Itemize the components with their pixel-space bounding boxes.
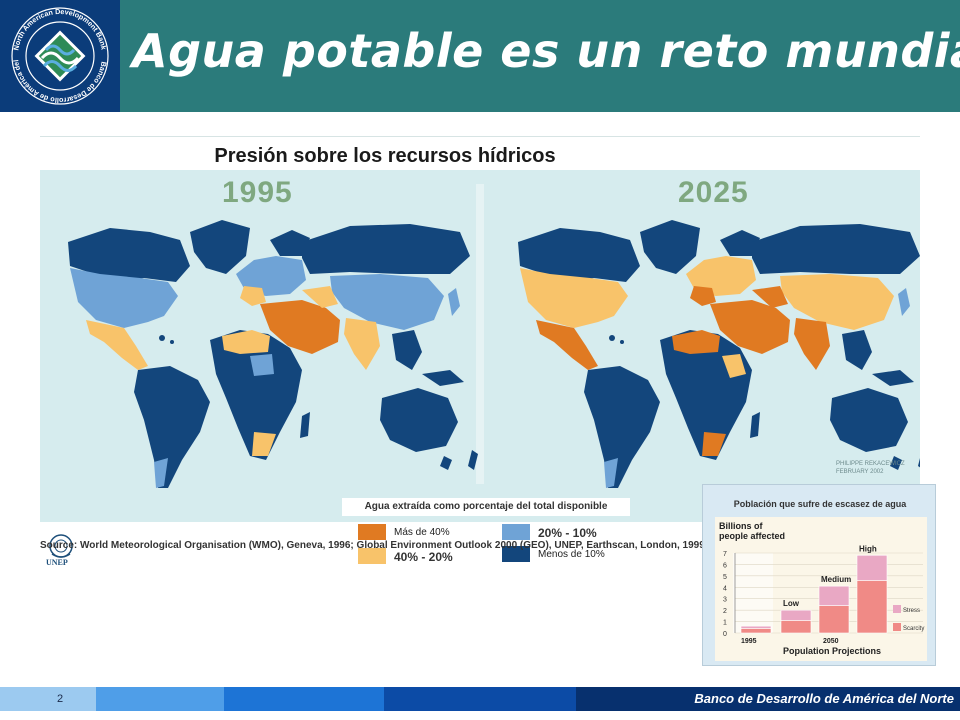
credit-name: PHILIPPE REKACEWICZ [836,461,905,467]
bar-scenario-label: High [859,544,877,553]
nadbank-logo: North American Development Bank Banco de… [0,0,120,112]
y-tick-label: 7 [723,551,727,558]
bar-stress [740,625,772,629]
footer-segment [96,687,224,711]
figure-title: Presión sobre los recursos hídricos [214,145,556,167]
x-label-year: 1995 [741,638,757,645]
bar-stress [780,609,812,621]
y-tick-label: 2 [723,608,727,615]
footer-segment [384,687,576,711]
footer-segment [0,687,96,711]
inset-title: Población que sufre de escasez de agua [733,499,907,509]
x-label-year: 2050 [823,638,839,645]
y-tick-label: 4 [723,585,727,592]
year-label-1995: 1995 [222,176,293,209]
source-citation: Source: World Meteorological Organisatio… [40,540,708,551]
organization-name: Banco de Desarrollo de América del Norte [694,691,954,706]
legend-label: 40% - 20% [394,550,453,564]
legend-swatch-yellow [358,548,386,564]
footer-bar: 2 Banco de Desarrollo de América del Nor… [0,687,960,711]
nadbank-logo-icon: North American Development Bank Banco de… [0,0,109,105]
legend-swatch-orange [358,524,386,540]
year-label-2025: 2025 [678,176,749,209]
legend-swatch-dark-blue [502,546,530,562]
bar-scarcity [818,605,850,634]
year-band [733,553,773,633]
y-tick-label: 0 [723,631,727,638]
legend-caption: Agua extraída como porcentaje del total … [342,498,630,516]
bar-scarcity [740,628,772,634]
map-divider [476,184,484,484]
page-title: Agua potable es un reto mundial [132,24,960,78]
y-tick-label: 6 [723,562,727,569]
figure-title-bar: Presión sobre los recursos hídricos [40,136,920,170]
unep-label: UNEP [46,558,68,567]
y-axis-label: people affected [719,531,785,541]
map-2025 [518,220,920,488]
legend-label: 20% - 10% [538,526,597,540]
legend-swatch [893,605,901,613]
y-tick-label: 1 [723,620,727,627]
cartographer-credit: PHILIPPE REKACEWICZ FEBRUARY 2002 [836,460,905,476]
header-banner: North American Development Bank Banco de… [0,0,960,112]
legend-label: Menos de 10% [534,546,609,564]
bar-stress [818,585,850,606]
bar-scarcity [856,580,888,634]
bar-stress [856,554,888,581]
legend-label: Stress [903,608,920,614]
page-number: 2 [56,693,64,705]
map-panel: 1995 2025 PHILIPPE REKACEWICZ FEBRUARY 2… [40,170,920,567]
bar-scenario-label: Low [783,599,800,608]
legend-label: Scarcity [903,626,924,632]
legend-swatch-light-blue [502,524,530,540]
population-chart-inset: Población que sufre de escasez de agua B… [702,484,936,666]
legend-swatch [893,623,901,631]
x-axis-label: Population Projections [783,646,881,656]
credit-date: FEBRUARY 2002 [836,469,884,475]
bar-scenario-label: Medium [821,575,851,584]
legend-label: Más de 40% [390,524,454,542]
footer-segment [224,687,384,711]
y-tick-label: 5 [723,574,727,581]
world-maps-illustration [68,184,920,488]
unep-logo-icon [49,534,73,558]
bar-scarcity [780,620,812,634]
y-tick-label: 3 [723,597,727,604]
y-axis-label: Billions of [719,521,764,531]
map-1995 [68,220,478,488]
footer-segment [576,687,960,711]
